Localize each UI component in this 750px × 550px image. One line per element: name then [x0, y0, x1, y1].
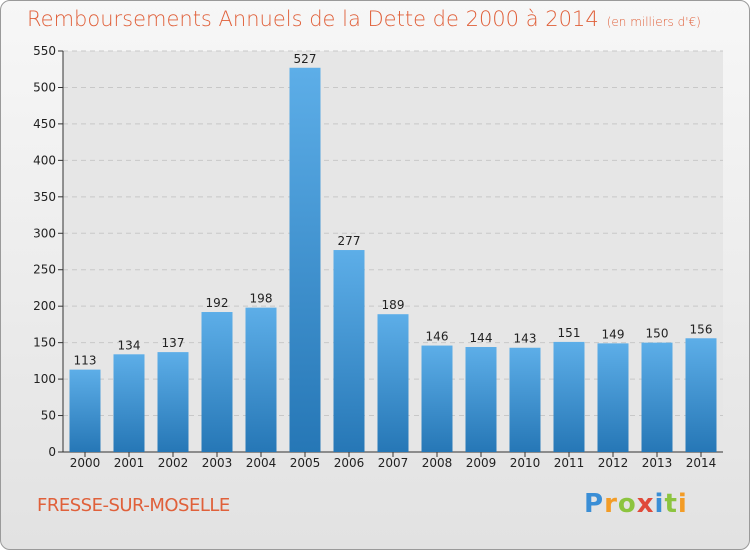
- y-tick-label: 100: [33, 372, 56, 386]
- bar: [509, 347, 541, 452]
- data-label: 151: [558, 326, 581, 340]
- data-label: 134: [118, 338, 141, 352]
- y-tick-label: 150: [33, 336, 56, 350]
- logo-letter: x: [636, 489, 655, 519]
- y-tick-label: 350: [33, 190, 56, 204]
- bar: [685, 338, 717, 452]
- data-label: 113: [74, 354, 97, 368]
- bar: [113, 354, 145, 452]
- logo-letter: i: [677, 489, 688, 519]
- x-tick-label: 2007: [378, 456, 409, 470]
- bar: [421, 345, 453, 452]
- x-tick-label: 2008: [422, 456, 453, 470]
- chart-title-text: Remboursements Annuels de la Dette de 20…: [27, 7, 599, 31]
- data-label: 150: [646, 327, 669, 341]
- x-tick-label: 2004: [246, 456, 277, 470]
- data-label: 277: [338, 234, 361, 248]
- logo-letter: t: [664, 489, 678, 519]
- logo-letter: r: [604, 489, 618, 519]
- x-tick-label: 2013: [642, 456, 673, 470]
- bar: [553, 341, 585, 452]
- bar: [157, 352, 189, 452]
- data-label: 156: [690, 322, 713, 336]
- x-tick-label: 2001: [114, 456, 145, 470]
- x-tick-label: 2000: [70, 456, 101, 470]
- data-label: 144: [470, 331, 493, 345]
- y-tick-label: 450: [33, 117, 56, 131]
- bar: [597, 343, 629, 452]
- x-tick-label: 2014: [686, 456, 717, 470]
- data-label: 527: [294, 52, 317, 66]
- bar: [201, 312, 233, 452]
- bar: [465, 347, 497, 452]
- logo-letter: o: [617, 489, 637, 519]
- data-label: 192: [206, 296, 229, 310]
- x-tick-label: 2005: [290, 456, 321, 470]
- x-tick-label: 2006: [334, 456, 365, 470]
- data-label: 198: [250, 292, 273, 306]
- y-tick-label: 50: [41, 409, 56, 423]
- x-tick-label: 2002: [158, 456, 189, 470]
- y-tick-label: 300: [33, 226, 56, 240]
- y-tick-label: 550: [33, 44, 56, 58]
- bar: [289, 67, 321, 452]
- proxiti-logo: Proxiti: [584, 489, 688, 519]
- x-tick-label: 2010: [510, 456, 541, 470]
- x-tick-label: 2012: [598, 456, 629, 470]
- y-tick-label: 0: [48, 445, 56, 459]
- chart-title: Remboursements Annuels de la Dette de 20…: [27, 7, 701, 31]
- data-label: 189: [382, 298, 405, 312]
- bar: [377, 314, 409, 452]
- bar: [333, 250, 365, 452]
- data-label: 143: [514, 332, 537, 346]
- bar: [245, 307, 277, 452]
- bar: [641, 342, 673, 452]
- data-label: 149: [602, 327, 625, 341]
- x-tick-label: 2011: [554, 456, 585, 470]
- y-tick-label: 200: [33, 299, 56, 313]
- town-name: FRESSE-SUR-MOSELLE: [37, 495, 230, 516]
- data-label: 146: [426, 330, 449, 344]
- logo-letter: P: [584, 489, 605, 519]
- logo-letter: i: [654, 489, 665, 519]
- y-tick-label: 400: [33, 153, 56, 167]
- x-tick-label: 2009: [466, 456, 497, 470]
- x-tick-label: 2003: [202, 456, 233, 470]
- bar: [69, 369, 101, 452]
- y-tick-label: 500: [33, 80, 56, 94]
- data-label: 137: [162, 336, 185, 350]
- y-tick-label: 250: [33, 263, 56, 277]
- chart-unit: (en milliers d'€): [606, 15, 701, 29]
